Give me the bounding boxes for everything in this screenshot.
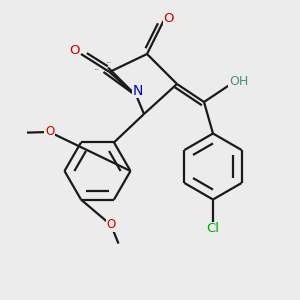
Text: Cl: Cl <box>206 222 220 236</box>
Text: O: O <box>45 125 54 139</box>
Text: N: N <box>133 84 143 98</box>
Text: OH: OH <box>229 75 248 88</box>
Text: O: O <box>106 218 116 232</box>
Text: O: O <box>164 11 174 25</box>
Text: O: O <box>69 44 80 58</box>
Text: methyl: methyl <box>95 69 100 70</box>
Text: methyl: methyl <box>106 62 111 63</box>
